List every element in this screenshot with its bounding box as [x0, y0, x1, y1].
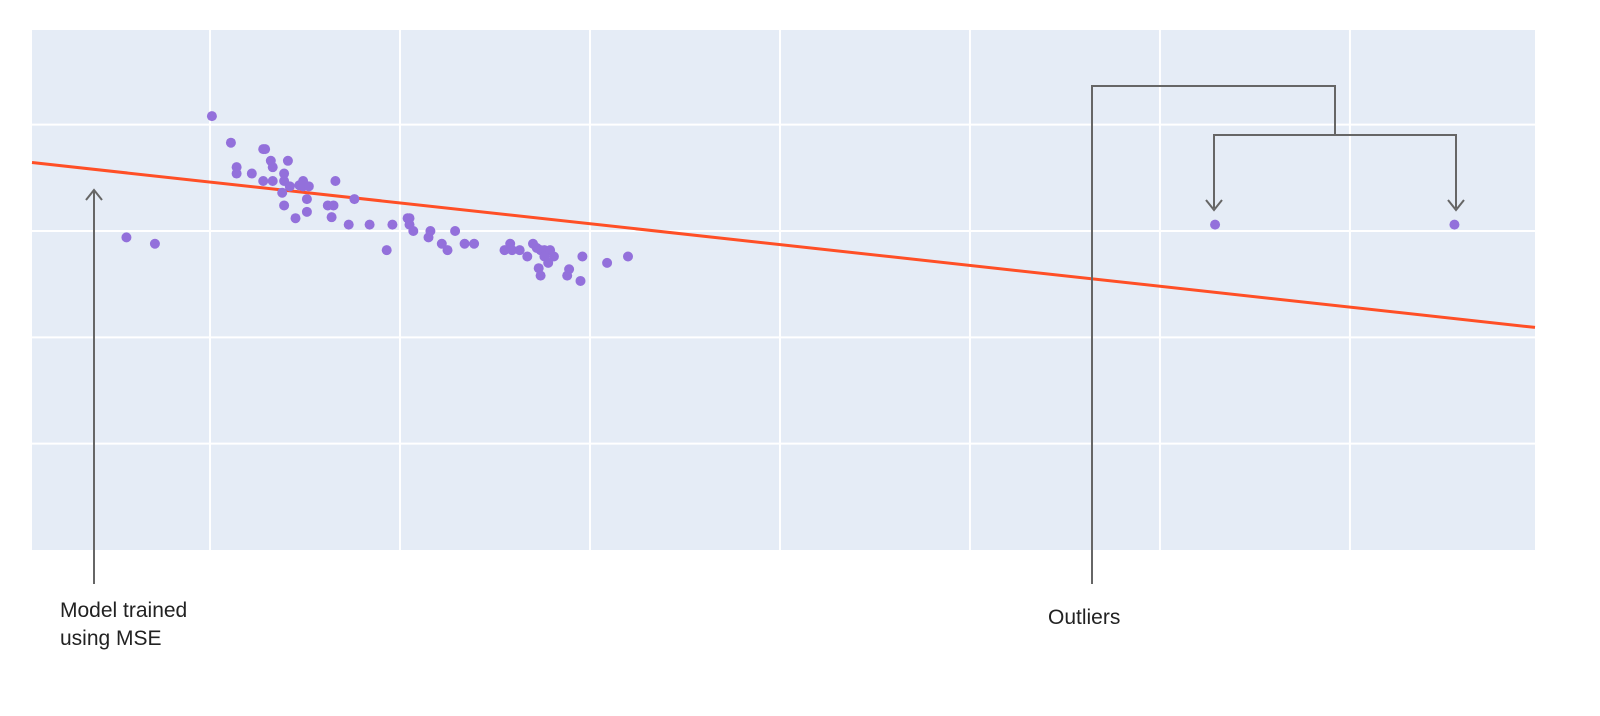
data-point [279, 168, 290, 179]
data-point [548, 251, 559, 262]
outlier-arrow-head-icon [1205, 199, 1223, 212]
data-point [301, 206, 312, 217]
outliers-label: Outliers [1048, 606, 1120, 629]
data-point [622, 251, 633, 262]
data-point [425, 225, 436, 236]
data-point [149, 238, 160, 249]
data-point [575, 275, 586, 286]
data-point [349, 194, 360, 205]
mse-annotation [85, 188, 103, 584]
data-point [290, 213, 301, 224]
data-point [522, 251, 533, 262]
data-point [442, 245, 453, 256]
data-point [282, 155, 293, 166]
mse-arrow-head-icon [85, 188, 103, 201]
outlier-point [1210, 219, 1221, 230]
mse-label-line-1: Model trained [60, 599, 187, 622]
data-point [328, 200, 339, 211]
outlier-arrow-head-icon [1447, 199, 1465, 212]
data-point [387, 219, 398, 230]
data-point [277, 187, 288, 198]
data-point [343, 219, 354, 230]
data-point [279, 200, 290, 211]
data-point [330, 176, 341, 187]
data-point [267, 162, 278, 173]
data-point [499, 245, 510, 256]
outliers-annotation [1091, 85, 1465, 584]
data-point [326, 212, 337, 223]
data-point [459, 238, 470, 249]
plot-background [32, 30, 1535, 550]
data-point [121, 232, 132, 243]
data-point [514, 245, 525, 256]
data-point [225, 137, 236, 148]
data-point [469, 238, 480, 249]
data-point [602, 257, 613, 268]
data-point [364, 219, 375, 230]
data-point [260, 144, 271, 155]
mse-label-line-2: using MSE [60, 627, 162, 650]
data-point [231, 168, 242, 179]
data-point [450, 225, 461, 236]
data-point [267, 176, 278, 187]
data-point [301, 194, 312, 205]
data-point [436, 238, 447, 249]
data-point [535, 270, 546, 281]
data-point [408, 225, 419, 236]
data-point [284, 181, 295, 192]
outliers-bracket-outer [1091, 85, 1336, 584]
outliers-bracket-inner [1213, 134, 1457, 208]
outlier-point [1449, 219, 1460, 230]
gridlines [32, 30, 1535, 550]
data-point [577, 251, 588, 262]
data-point [246, 168, 257, 179]
data-point [258, 176, 269, 187]
data-point [381, 245, 392, 256]
data-point [206, 111, 217, 122]
data-point [303, 181, 314, 192]
data-point [564, 264, 575, 275]
data-point [543, 257, 554, 268]
data-points [121, 111, 1460, 286]
data-point [507, 245, 518, 256]
